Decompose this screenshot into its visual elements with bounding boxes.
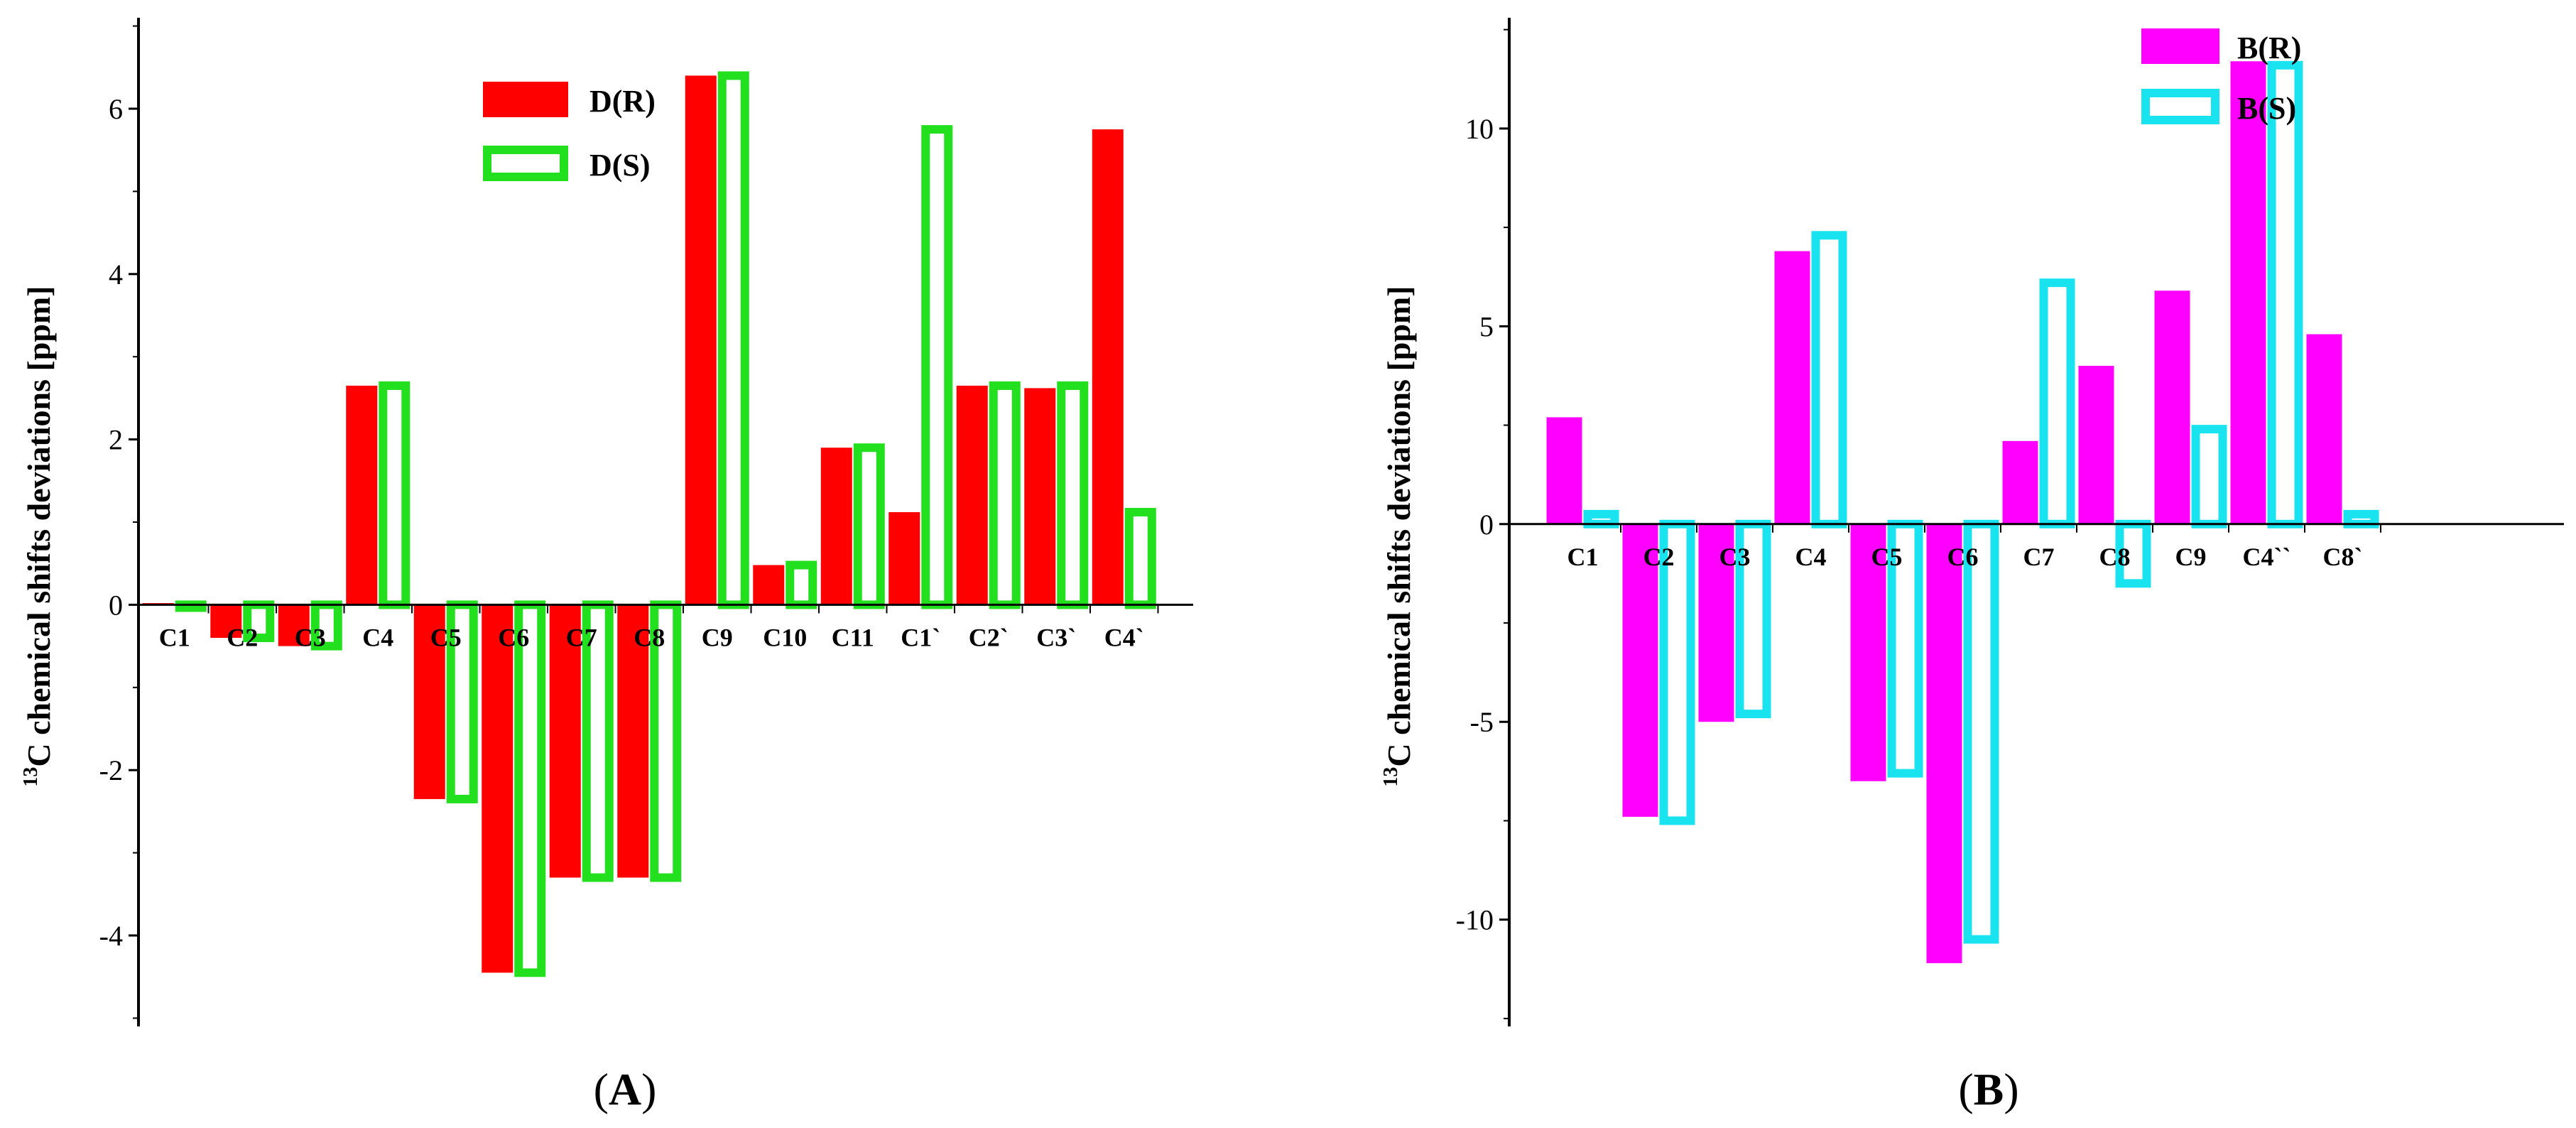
bar-D(R)-C3` (1024, 388, 1056, 605)
category-label: C9 (702, 623, 733, 651)
category-label: C3 (1719, 543, 1751, 571)
bar-D(R)-C11 (820, 448, 852, 605)
bar-B(R)-C4`` (2230, 61, 2266, 524)
bar-D(S)-C4 (379, 381, 411, 609)
y-tick-label: 0 (1479, 509, 1494, 541)
category-label: C1 (159, 623, 190, 651)
bar-D(S)-C3` (1057, 381, 1089, 609)
y-axis-title: 13C chemical shifts deviations [ppm] (1380, 286, 1417, 786)
category-label: C8` (2323, 543, 2363, 571)
bar-B(R)-C4 (1774, 251, 1810, 524)
legend-swatch-B(S) (2141, 89, 2219, 124)
category-label: C2` (969, 623, 1009, 651)
category-label: C4 (1795, 543, 1827, 571)
legend-label: B(R) (2237, 31, 2301, 65)
bar-D(S)-C10 (786, 560, 817, 609)
legend-label: B(S) (2237, 91, 2296, 126)
bar-B(S)-C4`` (2267, 60, 2303, 528)
bar-B(R)-C2 (1622, 524, 1658, 817)
category-label: C4` (1104, 623, 1144, 651)
category-label: C5 (1871, 543, 1903, 571)
category-label: C6 (1947, 543, 1979, 571)
category-label: C1` (901, 623, 940, 651)
bar-B(R)-C5 (1850, 524, 1886, 781)
bar-B(R)-C6 (1926, 524, 1962, 963)
bar-B(S)-C4 (1811, 231, 1847, 528)
bar-B(R)-C1 (1546, 417, 1582, 524)
legend-label: D(S) (589, 148, 651, 183)
bar-B(S)-C7 (2039, 278, 2075, 528)
category-label: C5 (430, 623, 462, 651)
y-axis-title-superscript: 13 (1380, 767, 1402, 787)
bar-D(S)-C11 (853, 443, 885, 609)
chart-panel-B: -10 -5 0 5 10 C1 C2 C3 C4 C5 C6 C7 C8 C9 C4`` C8` 13C ch… (1380, 18, 2564, 1115)
legend-swatch-D(S) (483, 146, 568, 181)
y-axis-title-text: C chemical shifts deviations [ppm] (1381, 286, 1417, 766)
bar-D(S)-C4` (1124, 508, 1156, 609)
bar-D(S)-C1` (921, 125, 953, 609)
bar-D(S)-C9 (717, 71, 749, 609)
category-label: C1 (1567, 543, 1599, 571)
bar-B(R)-C7 (2002, 440, 2038, 524)
category-label: C8 (2099, 543, 2131, 571)
bar-D(R)-C4 (346, 385, 378, 605)
panel-label: (B) (1958, 1064, 2018, 1115)
bar-B(R)-C8` (2306, 334, 2342, 524)
bar-D(R)-C1` (888, 512, 920, 605)
bar-B(R)-C8 (2078, 366, 2114, 524)
bar-D(R)-C3 (278, 604, 310, 646)
y-tick-label: 6 (109, 93, 123, 125)
bar-D(R)-C8 (617, 604, 649, 878)
category-label: C2 (1643, 543, 1675, 571)
category-label: C9 (2175, 543, 2207, 571)
category-label: C7 (2023, 543, 2055, 571)
bar-D(R)-C6 (482, 604, 513, 973)
bar-D(S)-C2` (989, 381, 1021, 609)
bar-D(R)-C5 (413, 604, 445, 799)
category-label: C6 (498, 623, 529, 651)
panel-label: (A) (594, 1064, 657, 1115)
category-label: C4`` (2243, 543, 2291, 571)
legend: B(R) B(S) (2141, 28, 2301, 126)
y-tick-label: -2 (99, 754, 123, 786)
y-tick-label: 0 (109, 589, 123, 621)
bar-D(R)-C2 (210, 604, 242, 638)
category-label: C4 (362, 623, 393, 651)
y-axis-title: 13C chemical shifts deviations [ppm] (20, 286, 57, 786)
legend-swatch-B(R) (2141, 28, 2219, 64)
category-label: C2 (227, 623, 258, 651)
y-axis-title-text: C chemical shifts deviations [ppm] (21, 286, 57, 766)
legend-label: D(R) (589, 84, 656, 119)
bar-D(R)-C7 (549, 604, 581, 878)
legend-swatch-D(R) (483, 82, 568, 117)
bar-D(R)-C4` (1092, 129, 1124, 605)
bar-D(S)-C6 (514, 600, 546, 977)
category-label: C3 (295, 623, 326, 651)
bar-B(S)-C6 (1963, 519, 1999, 944)
y-axis-title-superscript: 13 (20, 767, 42, 787)
y-tick-label: 2 (109, 424, 123, 456)
category-label: C8 (634, 623, 665, 651)
bar-B(S)-C9 (2191, 425, 2227, 528)
y-tick-label: -10 (1456, 904, 1494, 936)
bar-B(S)-C1 (1583, 509, 1619, 528)
bar-D(R)-C10 (753, 565, 785, 605)
bar-B(R)-C3 (1698, 524, 1734, 722)
category-label: C10 (763, 623, 807, 651)
bar-D(R)-C9 (685, 75, 717, 605)
bar-B(S)-C8` (2343, 509, 2379, 528)
bar-B(R)-C9 (2154, 291, 2190, 524)
y-tick-label: 5 (1479, 310, 1494, 342)
y-tick-label: 4 (109, 259, 123, 291)
category-label: C7 (566, 623, 597, 651)
legend: D(R) D(S) (483, 82, 656, 183)
category-label: C3` (1036, 623, 1076, 651)
y-tick-label: -5 (1470, 706, 1494, 738)
category-label: C11 (832, 623, 874, 651)
y-tick-label: -4 (99, 920, 123, 952)
bar-D(R)-C2` (956, 385, 988, 605)
y-tick-label: 10 (1465, 113, 1494, 145)
chart-panel-A: -4 -2 0 2 4 6 C1 C2 C3 C4 C5 C6 C7 C8 C9 C10 C11 C1` C2` C3… (20, 18, 1193, 1115)
